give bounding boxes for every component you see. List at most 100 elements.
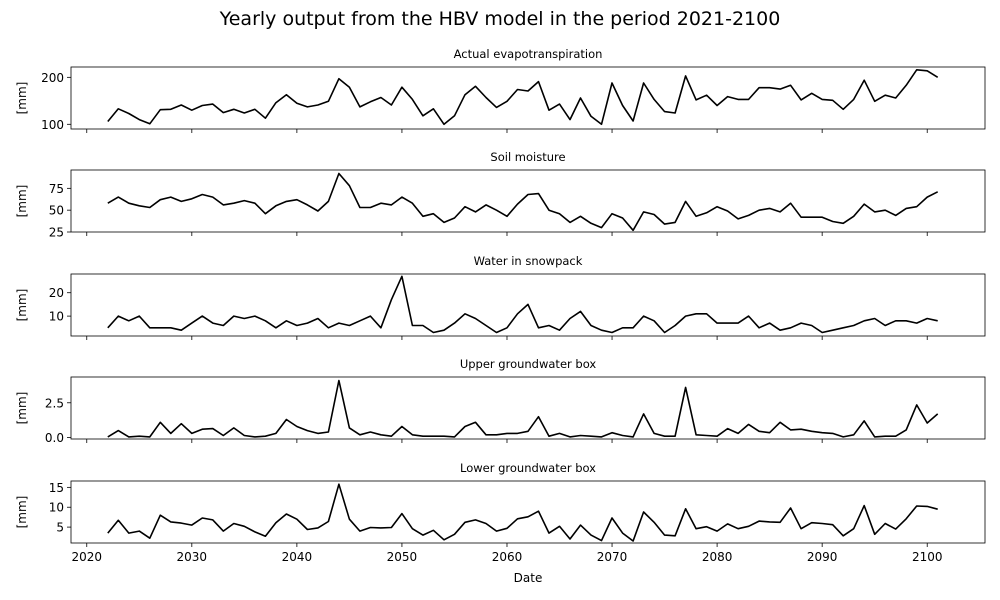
data-point bbox=[537, 416, 539, 418]
data-point bbox=[401, 512, 403, 514]
data-point bbox=[895, 97, 897, 99]
data-point bbox=[811, 522, 813, 524]
data-point bbox=[296, 518, 298, 520]
data-point bbox=[149, 537, 151, 539]
x-tick-label: 2090 bbox=[807, 550, 838, 564]
data-point bbox=[212, 322, 214, 324]
data-point bbox=[180, 522, 182, 524]
data-point bbox=[453, 115, 455, 117]
data-point bbox=[895, 320, 897, 322]
data-point bbox=[653, 213, 655, 215]
data-point bbox=[737, 98, 739, 100]
data-point bbox=[453, 322, 455, 324]
data-point bbox=[432, 108, 434, 110]
y-axis-label: [mm] bbox=[15, 185, 29, 218]
data-point bbox=[464, 521, 466, 523]
data-point bbox=[243, 525, 245, 527]
data-point bbox=[832, 432, 834, 434]
data-point bbox=[516, 518, 518, 520]
data-point bbox=[937, 191, 939, 193]
data-point bbox=[453, 217, 455, 219]
data-point bbox=[842, 222, 844, 224]
data-point bbox=[222, 434, 224, 436]
data-point bbox=[390, 526, 392, 528]
data-point bbox=[537, 80, 539, 82]
data-point bbox=[243, 199, 245, 201]
data-point bbox=[359, 106, 361, 108]
x-tick-label: 2080 bbox=[702, 550, 733, 564]
data-point bbox=[716, 322, 718, 324]
data-point bbox=[411, 528, 413, 530]
data-point bbox=[768, 322, 770, 324]
y-axis-label: [mm] bbox=[15, 289, 29, 322]
data-point bbox=[474, 85, 476, 87]
data-point bbox=[296, 425, 298, 427]
data-point bbox=[222, 204, 224, 206]
data-point bbox=[705, 212, 707, 214]
data-point bbox=[359, 434, 361, 436]
data-point bbox=[138, 118, 140, 120]
data-point bbox=[317, 317, 319, 319]
data-point bbox=[579, 97, 581, 99]
data-point bbox=[495, 331, 497, 333]
data-point bbox=[317, 104, 319, 106]
data-point bbox=[747, 98, 749, 100]
data-point bbox=[916, 206, 918, 208]
x-tick-label: 2070 bbox=[597, 550, 628, 564]
data-point bbox=[600, 436, 602, 438]
data-point bbox=[905, 207, 907, 209]
data-point bbox=[369, 315, 371, 317]
data-point bbox=[590, 222, 592, 224]
panel-title: Soil moisture bbox=[490, 150, 565, 164]
data-point bbox=[212, 103, 214, 105]
panel-3: Upper groundwater box [mm] 0.0 2.5 bbox=[15, 357, 986, 445]
data-point bbox=[285, 418, 287, 420]
data-point bbox=[642, 511, 644, 513]
data-point bbox=[674, 221, 676, 223]
data-point bbox=[338, 379, 340, 381]
data-point bbox=[905, 84, 907, 86]
data-point bbox=[285, 94, 287, 96]
data-point bbox=[516, 203, 518, 205]
data-point bbox=[779, 329, 781, 331]
data-point bbox=[170, 108, 172, 110]
data-point bbox=[212, 519, 214, 521]
data-point bbox=[653, 521, 655, 523]
data-point bbox=[201, 104, 203, 106]
data-point bbox=[579, 434, 581, 436]
data-point bbox=[348, 427, 350, 429]
data-point bbox=[222, 324, 224, 326]
data-point bbox=[916, 505, 918, 507]
data-point bbox=[758, 327, 760, 329]
data-point bbox=[422, 534, 424, 536]
data-point bbox=[348, 324, 350, 326]
data-point bbox=[895, 528, 897, 530]
data-point bbox=[842, 535, 844, 537]
data-point bbox=[390, 204, 392, 206]
data-point bbox=[107, 120, 109, 122]
data-point bbox=[107, 327, 109, 329]
data-point bbox=[579, 310, 581, 312]
data-point bbox=[401, 196, 403, 198]
data-point bbox=[107, 532, 109, 534]
data-point bbox=[338, 483, 340, 485]
data-point bbox=[811, 324, 813, 326]
data-point bbox=[800, 528, 802, 530]
data-point bbox=[663, 110, 665, 112]
data-point bbox=[558, 432, 560, 434]
data-point bbox=[474, 421, 476, 423]
data-point bbox=[821, 432, 823, 434]
data-point bbox=[642, 315, 644, 317]
data-point bbox=[201, 428, 203, 430]
data-point bbox=[884, 435, 886, 437]
panel-frame bbox=[70, 169, 986, 233]
data-point bbox=[684, 200, 686, 202]
data-point bbox=[390, 299, 392, 301]
data-point bbox=[380, 202, 382, 204]
data-point bbox=[705, 94, 707, 96]
data-point bbox=[128, 112, 130, 114]
data-point bbox=[611, 517, 613, 519]
data-point bbox=[159, 199, 161, 201]
x-tick-label: 2030 bbox=[177, 550, 208, 564]
data-point bbox=[149, 206, 151, 208]
